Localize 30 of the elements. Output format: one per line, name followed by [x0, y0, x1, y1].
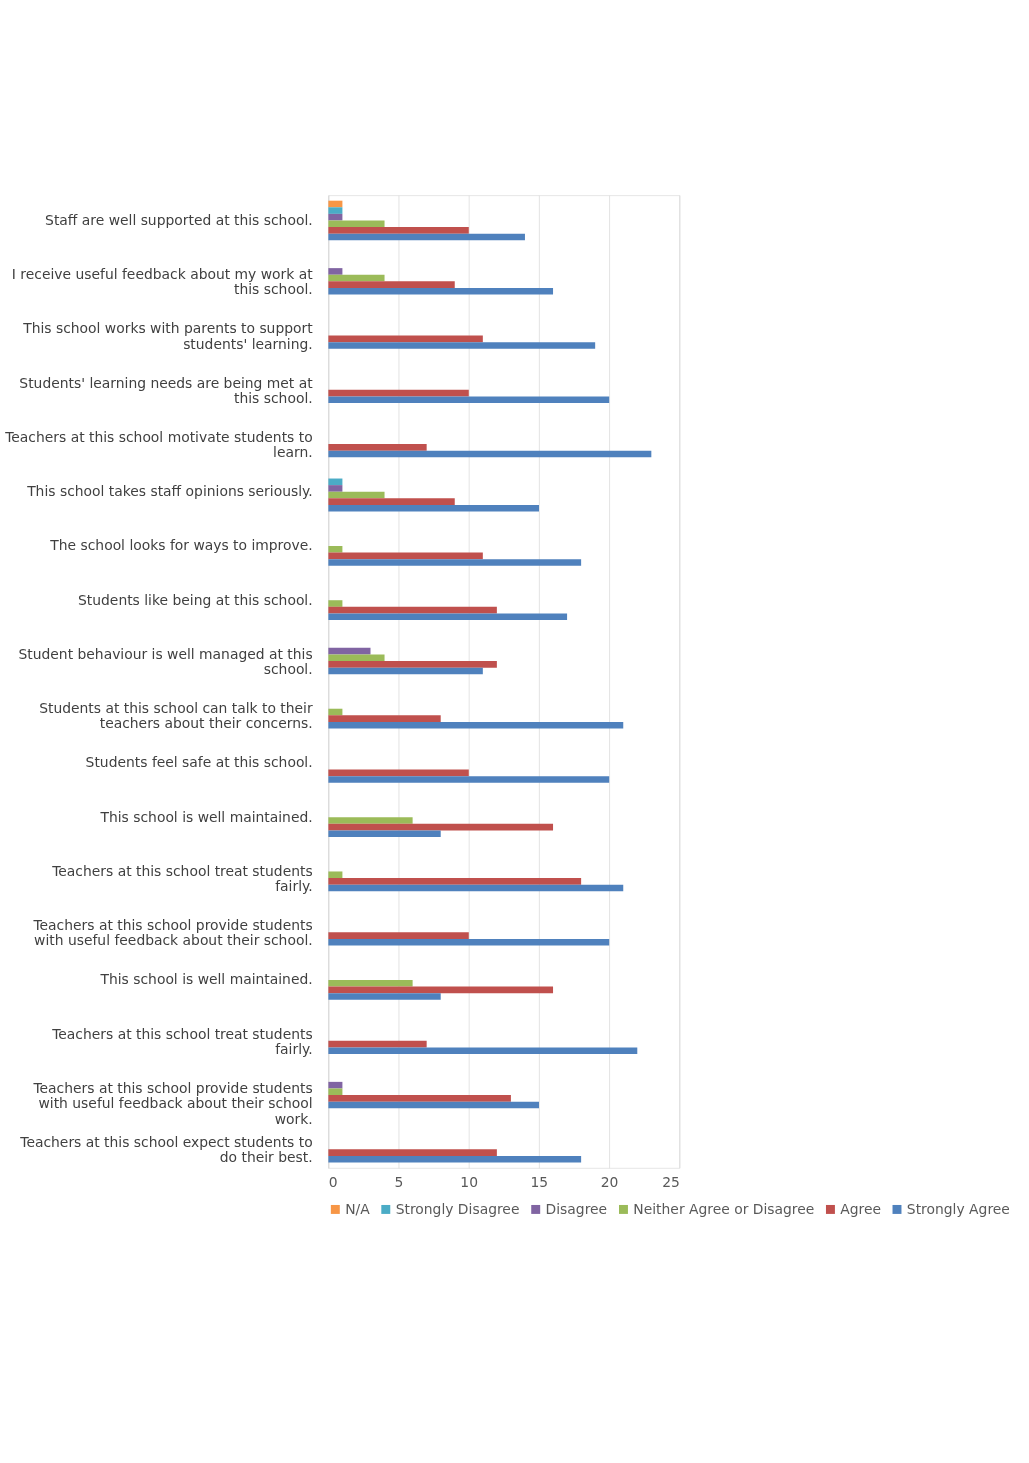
legend-label: Strongly Disagree	[395, 1200, 520, 1217]
y-tick-label: Teachers at this school treat students fairly.	[51, 1025, 313, 1057]
y-tick-label: Students feel safe at this school.	[85, 754, 313, 771]
y-tick-label: Teachers at this school provide students with useful feedback about their school work.	[32, 1079, 313, 1127]
y-tick-label: Student behaviour is well managed at this school.	[18, 645, 313, 678]
y-tick-label: Teachers at this school provide students with useful feedback about their school.	[32, 917, 313, 949]
x-tick-label: 15	[530, 1173, 549, 1190]
y-tick-label: The school looks for ways to improve.	[49, 537, 313, 554]
legend-label: Disagree	[545, 1200, 608, 1217]
y-tick-label: Students like being at this school.	[77, 591, 313, 608]
y-tick-label: Students' learning needs are being met at this school.	[19, 374, 314, 406]
legend-label: Neither Agree or Disagree	[633, 1200, 815, 1217]
x-tick-label: 0	[328, 1173, 338, 1190]
x-tick-label: 20	[600, 1173, 619, 1190]
y-tick-label: Students at this school can talk to their teachers about their concerns.	[39, 700, 313, 732]
y-tick-label: This school takes staff opinions seriously.	[26, 483, 313, 500]
y-tick-label: This school is well maintained.	[99, 971, 313, 988]
y-tick-label: Teachers at this school treat students fairly.	[51, 862, 313, 895]
legend-label: Agree	[840, 1200, 882, 1217]
x-tick-label: 5	[394, 1173, 404, 1190]
legend-label: N/A	[345, 1200, 371, 1217]
y-tick-label: I receive useful feedback about my work at this school.	[11, 266, 314, 298]
y-tick-label: Staff are well supported at this school.	[45, 211, 313, 228]
x-tick-label: 10	[460, 1173, 478, 1190]
legend-label: Strongly Agree	[906, 1200, 1010, 1217]
x-tick-label: 25	[662, 1173, 680, 1190]
y-tick-label: Teachers at this school motivate students to learn.	[4, 428, 313, 461]
y-tick-label: This school works with parents to support students' learning.	[22, 320, 314, 352]
y-tick-label: Teachers at this school expect students to do their best.	[19, 1134, 313, 1166]
y-tick-label: This school is well maintained.	[99, 808, 313, 825]
